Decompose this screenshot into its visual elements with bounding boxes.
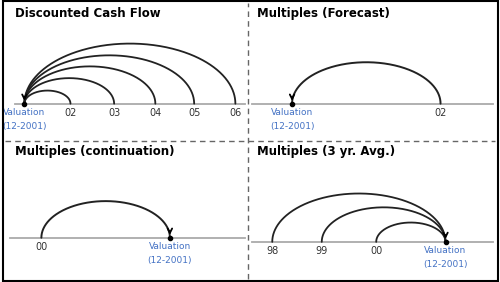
- Text: 98: 98: [266, 246, 278, 256]
- Text: 99: 99: [316, 246, 328, 256]
- Text: 00: 00: [35, 242, 48, 252]
- Text: Valuation: Valuation: [4, 108, 45, 117]
- Text: 00: 00: [370, 246, 382, 256]
- Text: (12-2001): (12-2001): [270, 122, 314, 131]
- Text: 02: 02: [434, 108, 446, 118]
- Text: Valuation: Valuation: [149, 242, 191, 251]
- Text: 03: 03: [108, 108, 120, 118]
- Text: 02: 02: [64, 108, 76, 118]
- Text: (12-2001): (12-2001): [148, 256, 192, 265]
- Text: Discounted Cash Flow: Discounted Cash Flow: [14, 7, 160, 20]
- Text: Multiples (3 yr. Avg.): Multiples (3 yr. Avg.): [258, 145, 396, 158]
- Text: (12-2001): (12-2001): [423, 260, 468, 269]
- Text: Valuation: Valuation: [271, 108, 313, 117]
- Text: Multiples (continuation): Multiples (continuation): [14, 145, 174, 158]
- Text: 04: 04: [149, 108, 162, 118]
- Text: (12-2001): (12-2001): [2, 122, 46, 131]
- Text: 05: 05: [188, 108, 200, 118]
- Text: Valuation: Valuation: [424, 246, 467, 255]
- Text: Multiples (Forecast): Multiples (Forecast): [258, 7, 390, 20]
- Text: 06: 06: [229, 108, 241, 118]
